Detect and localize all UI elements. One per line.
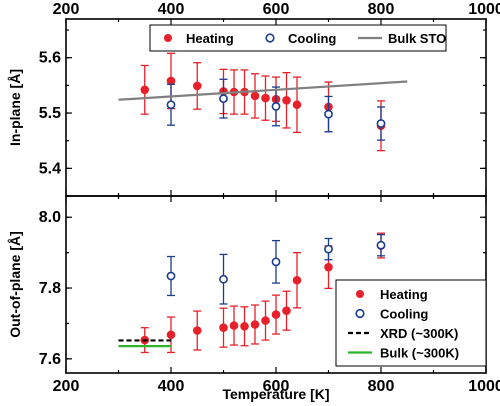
panel-bottom: 200 400 600 800 1000 7.6 7.8 8.0 Out-of-plane [Å… xyxy=(7,195,500,402)
legend-label: Cooling xyxy=(380,307,428,322)
legend-label: Bulk STO xyxy=(388,31,446,46)
data-point xyxy=(219,94,228,104)
data-point xyxy=(250,320,260,329)
x-tick-label-top: 400 xyxy=(158,1,185,18)
data-point xyxy=(271,310,281,319)
legend-key xyxy=(355,308,365,319)
x-tick-label-top: 200 xyxy=(53,1,80,18)
x-tick-label: 800 xyxy=(368,378,395,395)
x-tick-label: 600 xyxy=(263,378,290,395)
data-point xyxy=(166,100,176,110)
data-point xyxy=(140,85,150,95)
data-point xyxy=(166,271,176,281)
legend-label: Heating xyxy=(186,31,234,46)
reference-line xyxy=(118,80,408,101)
data-point xyxy=(219,323,228,332)
y-axis-title: In-plane [Å] xyxy=(7,69,23,146)
data-point xyxy=(192,81,202,91)
data-point xyxy=(324,262,333,272)
legend-label: Heating xyxy=(380,287,428,302)
y-tick-label: 5.4 xyxy=(39,160,61,177)
series-cooling xyxy=(166,78,386,141)
x-tick-label-top: 600 xyxy=(263,1,290,18)
data-point xyxy=(166,330,176,340)
data-point xyxy=(250,91,260,101)
x-tick-label-top: 800 xyxy=(368,1,395,18)
data-point xyxy=(324,109,333,119)
legend: Heating Cooling XRD (~300K) Bulk (~300K) xyxy=(335,279,487,367)
legend-key xyxy=(265,33,275,43)
data-point xyxy=(261,93,270,103)
legend-label: XRD (~300K) xyxy=(380,326,458,341)
legend-box xyxy=(149,24,447,52)
x-tick-label: 200 xyxy=(53,378,80,395)
data-point xyxy=(376,240,386,250)
data-point xyxy=(166,76,176,86)
data-point xyxy=(219,274,228,284)
x-axis-title: Temperature [K] xyxy=(222,386,329,402)
legend-key xyxy=(164,34,172,42)
y-axis-title: Out-of-plane [Å] xyxy=(7,231,23,338)
data-point xyxy=(292,275,302,285)
data-point xyxy=(240,321,249,331)
legend-key xyxy=(356,290,364,298)
y-tick-label: 7.8 xyxy=(39,280,61,297)
data-point xyxy=(282,96,291,105)
legend: Heating Cooling Bulk STO xyxy=(149,24,447,52)
data-point xyxy=(271,101,281,111)
series-cooling xyxy=(166,233,386,305)
series-heating xyxy=(140,52,386,152)
data-point xyxy=(376,119,386,128)
data-point xyxy=(261,316,270,325)
legend-label: Cooling xyxy=(288,31,336,46)
x-tick-label-top: 1000 xyxy=(468,1,500,18)
y-tick-label: 8.0 xyxy=(39,209,61,226)
data-point xyxy=(192,326,202,335)
y-tick-label: 5.5 xyxy=(39,105,61,122)
series-bulk-sto xyxy=(118,80,408,101)
data-point xyxy=(324,244,333,254)
data-point xyxy=(229,321,239,330)
data-point xyxy=(282,306,291,315)
legend-label: Bulk (~300K) xyxy=(380,346,459,361)
y-tick-label: 7.6 xyxy=(39,351,61,368)
x-tick-label: 1000 xyxy=(468,378,500,395)
panel-top: 200 400 600 800 1000 5.4 5.5 5.6 In-plane [Å] Hea… xyxy=(7,1,500,197)
x-tick-label: 400 xyxy=(158,378,185,395)
y-tick-label: 5.6 xyxy=(39,50,61,67)
data-point xyxy=(292,100,302,110)
data-point xyxy=(271,257,281,267)
